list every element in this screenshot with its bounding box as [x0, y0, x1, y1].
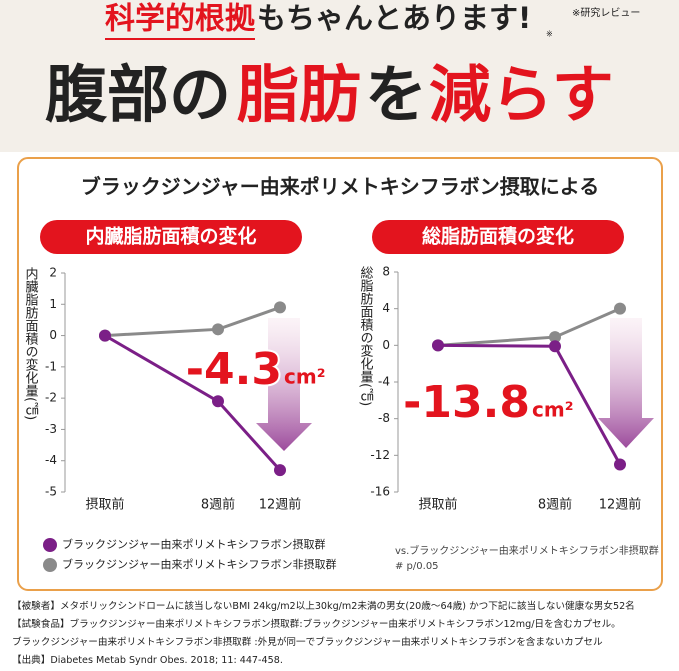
title-part: を [365, 58, 427, 131]
title-part: 脂肪 [237, 58, 361, 131]
y-axis-label: 総脂肪面積の変化量(㎠) [358, 266, 374, 406]
y-tick-label: -16 [370, 485, 390, 499]
x-tick-label: 摂取前 [418, 497, 457, 513]
data-point [614, 302, 626, 315]
header-bg [0, 0, 679, 152]
chart-note: vs.ブラックジンジャー由来ポリメトキシフラボン非摂取群 [395, 544, 659, 557]
annotation-unit: cm² [284, 365, 325, 389]
headline-red: 科学的根拠 [105, 2, 256, 37]
y-tick-label: -2 [45, 391, 57, 405]
y-tick-label: 1 [49, 297, 57, 311]
y-tick-label: 0 [49, 328, 57, 342]
data-point [274, 464, 286, 477]
data-point [99, 329, 111, 342]
legend-marker [43, 538, 57, 552]
chart-title: 内臓脂肪面積の変化 [85, 225, 256, 248]
x-tick-label: 8週前 [538, 497, 572, 513]
y-tick-label: -12 [370, 448, 390, 462]
footnote: 【被験者】メタボリックシンドロームに該当しないBMI 24kg/m2以上30kg… [12, 600, 635, 612]
data-point [212, 323, 224, 336]
x-tick-label: 8週前 [201, 497, 235, 513]
chart-title: 総脂肪面積の変化 [422, 225, 574, 248]
arrow [598, 318, 654, 448]
y-tick-label: -4 [45, 453, 57, 467]
subtitle: ブラックジンジャー由来ポリメトキシフラボン摂取による [81, 175, 599, 199]
pill [372, 220, 624, 254]
y-tick-label: -1 [45, 359, 57, 373]
y-tick-label: -3 [45, 422, 57, 436]
annotation-unit: cm² [532, 398, 573, 422]
y-axis-label: 内臓脂肪面積の変化量(㎠) [23, 266, 39, 420]
x-tick-label: 摂取前 [85, 497, 124, 513]
y-tick-label: -4 [378, 375, 390, 389]
data-point [549, 340, 561, 353]
footnote: 【出典】Diabetes Metab Syndr Obes. 2018; 11:… [12, 654, 283, 666]
data-point [432, 339, 444, 352]
headline: もちゃんとあります! [257, 1, 531, 35]
y-tick-label: 2 [49, 266, 57, 280]
y-tick-label: 8 [382, 265, 390, 279]
annotation: -4.3 [186, 344, 282, 395]
y-tick-label: 4 [382, 301, 390, 315]
legend-label: ブラックジンジャー由来ポリメトキシフラボン非摂取群 [62, 557, 336, 571]
data-point [212, 395, 224, 408]
x-tick-label: 12週前 [599, 497, 642, 513]
arrow [256, 318, 312, 451]
annotation: -13.8 [403, 377, 530, 428]
title-part: 腹部の [45, 58, 231, 131]
note: ※研究レビュー [572, 6, 640, 19]
title-part: 減らす [429, 58, 614, 131]
x-tick-label: 12週前 [259, 497, 302, 513]
data-point [614, 458, 626, 471]
y-tick-label: -5 [45, 485, 57, 499]
legend-marker [43, 558, 57, 572]
y-tick-label: 0 [382, 338, 390, 352]
data-point [549, 331, 561, 344]
chart-note: # p/0.05 [395, 561, 439, 572]
headline-mark: ※ [546, 30, 553, 39]
data-point [274, 301, 286, 314]
footnote: 【試験食品】ブラックジンジャー由来ポリメトキシフラボン摂取群:ブラックジンジャー… [12, 618, 621, 630]
chart-box [17, 157, 663, 591]
footnote: ブラックジンジャー由来ポリメトキシフラボン非摂取群 :外見が同一でブラックジンジ… [12, 636, 603, 648]
pill [40, 220, 302, 254]
y-tick-label: -8 [378, 411, 390, 425]
legend-label: ブラックジンジャー由来ポリメトキシフラボン摂取群 [62, 537, 325, 551]
